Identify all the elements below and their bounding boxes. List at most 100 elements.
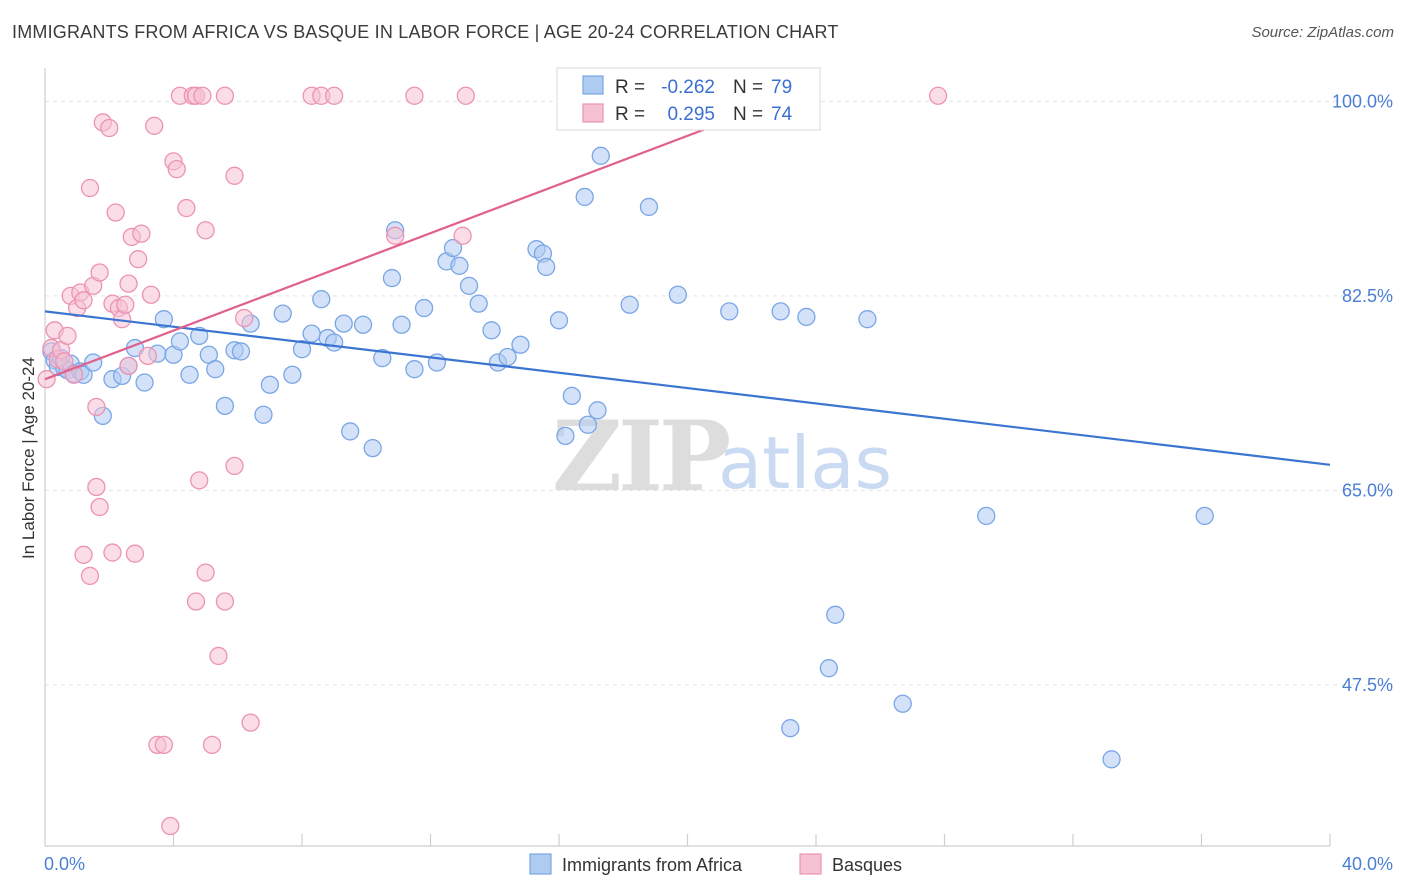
legend-n-label-basques: N = [733, 104, 763, 125]
bottom-legend-swatch-africa [529, 853, 552, 875]
africa-point-46 [405, 360, 424, 379]
basque-point-32 [141, 285, 161, 304]
africa-point-70 [668, 285, 688, 304]
watermark-zip: ZIP [552, 400, 729, 513]
basque-point-45 [196, 563, 215, 582]
basque-point-65 [456, 86, 475, 105]
africa-point-53 [469, 294, 488, 313]
bottom-legend-swatch-basques [799, 853, 822, 875]
africa-point-71 [720, 302, 739, 321]
basque-point-35 [80, 566, 100, 586]
basque-point-36 [103, 543, 122, 562]
africa-point-33 [292, 340, 312, 359]
basque-point-39 [161, 816, 180, 836]
africa-point-61 [549, 311, 569, 330]
africa-point-16 [135, 373, 154, 392]
africa-point-32 [283, 365, 302, 384]
gridlines [45, 100, 1393, 686]
africa-point-62 [556, 426, 575, 446]
y-tick-label-2: 65.0% [1342, 480, 1393, 500]
basque-point-43 [186, 592, 206, 611]
y-axis-label: In Labor Force | Age 20-24 [19, 357, 38, 559]
bottom-legend-label-basques: Basques [832, 855, 902, 875]
africa-point-25 [215, 396, 235, 416]
bottom-legend-label-africa: Immigrants from Africa [562, 855, 743, 875]
basque-point-16 [90, 497, 109, 517]
africa-point-21 [180, 365, 199, 384]
basque-point-28 [125, 544, 145, 563]
basque-point-5 [55, 352, 74, 371]
basque-point-11 [74, 291, 93, 310]
basque-point-34 [74, 545, 93, 564]
africa-point-38 [334, 314, 353, 333]
trend-line-basques [44, 95, 791, 381]
basque-point-31 [138, 346, 157, 366]
africa-point-63 [562, 386, 581, 406]
africa-point-80 [1102, 750, 1121, 769]
chart-source: Source: ZipAtlas.com [1251, 24, 1394, 41]
africa-point-65 [588, 401, 607, 420]
africa-point-22 [190, 326, 209, 346]
basque-point-25 [119, 356, 138, 376]
africa-point-57 [511, 335, 530, 354]
africa-point-78 [781, 719, 800, 738]
africa-point-77 [893, 694, 912, 713]
basque-point-21 [106, 203, 125, 222]
basque-point-50 [225, 456, 244, 476]
africa-point-50 [443, 238, 463, 258]
basque-point-15 [87, 397, 106, 417]
africa-point-68 [620, 295, 639, 314]
trend-lines [44, 95, 1331, 466]
legend-n-value-basques: 74 [771, 104, 793, 125]
basque-point-51 [225, 166, 244, 185]
basque-point-52 [235, 308, 254, 328]
y-tick-labels: 100.0% 82.5% 65.0% 47.5% [1332, 91, 1393, 695]
africa-point-35 [312, 290, 331, 309]
africa-point-37 [324, 333, 344, 352]
basque-point-17 [90, 263, 109, 282]
basque-point-42 [177, 198, 196, 218]
basque-point-24 [116, 295, 135, 314]
basque-point-26 [119, 274, 138, 293]
basque-point-67 [928, 86, 948, 105]
africa-point-64 [578, 415, 598, 434]
basque-point-38 [154, 735, 174, 755]
africa-point-51 [450, 256, 469, 275]
africa-point-79 [977, 506, 996, 526]
basque-point-57 [193, 86, 212, 105]
x-ticks [172, 834, 1331, 846]
series-legend: Immigrants from Africa Basques [529, 853, 902, 875]
africa-point-43 [382, 268, 402, 288]
basque-point-48 [209, 646, 228, 666]
legend-swatch-basques [582, 103, 604, 123]
africa-point-41 [363, 438, 382, 458]
africa-point-27 [231, 342, 251, 361]
africa-point-24 [206, 360, 225, 379]
basque-point-30 [132, 224, 151, 243]
basque-point-53 [241, 713, 260, 732]
legend-swatch-africa [582, 75, 604, 95]
basque-point-33 [145, 116, 164, 135]
legend-r-label-basques: R = [615, 104, 645, 125]
basque-point-58 [215, 86, 235, 105]
legend-n-value-africa: 79 [771, 77, 792, 98]
africa-point-42 [373, 348, 392, 368]
x-tick-label-max: 40.0% [1342, 854, 1393, 874]
africa-point-69 [639, 197, 659, 217]
basque-point-49 [215, 592, 235, 611]
africa-point-52 [459, 276, 479, 295]
x-tick-label-min: 0.0% [44, 854, 85, 874]
basque-point-6 [58, 326, 77, 346]
legend-n-label-africa: N = [733, 77, 763, 98]
watermark: ZIP atlas [552, 400, 892, 513]
y-tick-label-3: 47.5% [1342, 675, 1393, 695]
africa-point-29 [254, 405, 273, 424]
africa-point-74 [858, 310, 877, 329]
basque-point-14 [87, 477, 106, 497]
africa-point-76 [826, 605, 845, 624]
basque-point-44 [190, 471, 209, 490]
africa-point-47 [414, 298, 434, 318]
y-tick-label-1: 82.5% [1342, 286, 1393, 306]
watermark-atlas: atlas [718, 421, 892, 505]
